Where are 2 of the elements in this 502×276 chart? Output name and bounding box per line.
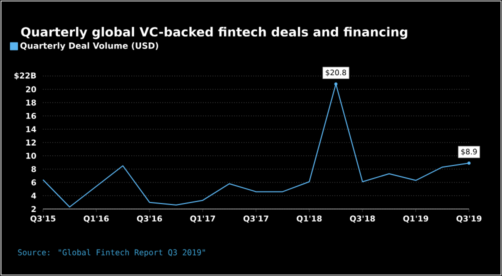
chart-title: Quarterly global VC-backed fintech deals and financing: [21, 26, 408, 40]
legend-label: Quarterly Deal Volume (USD): [20, 42, 158, 51]
